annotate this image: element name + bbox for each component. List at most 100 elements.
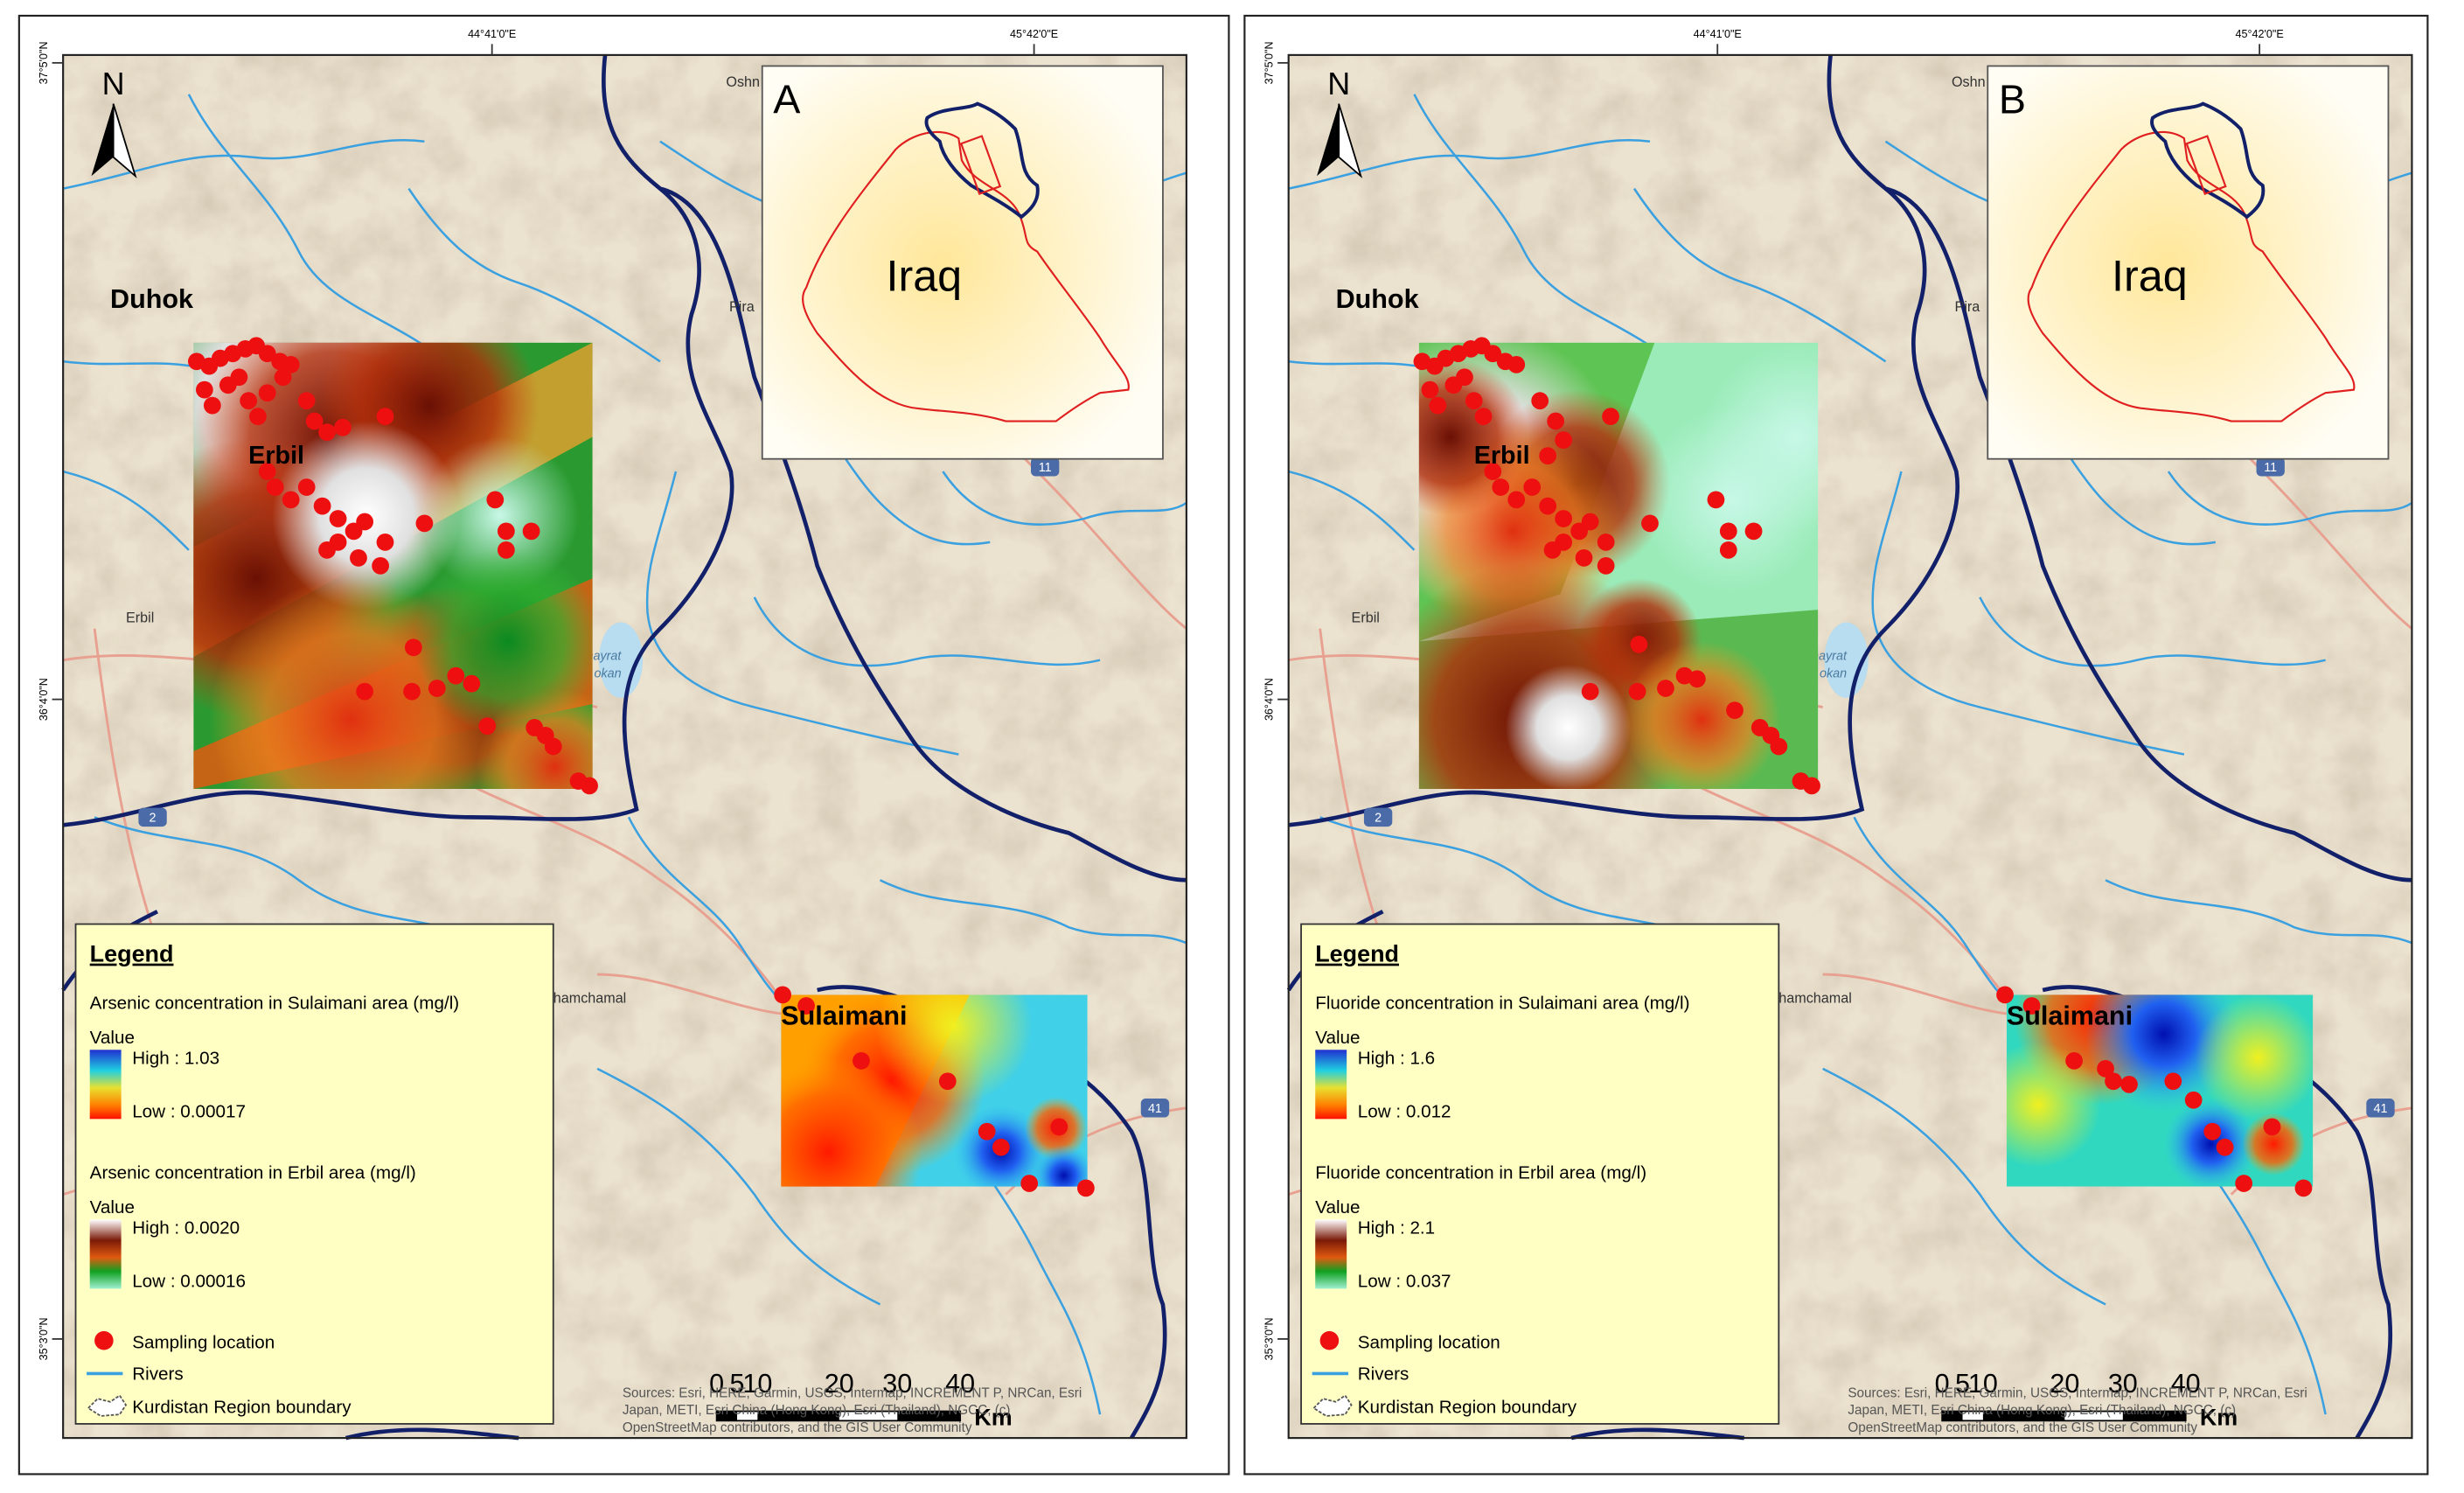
north-label: N — [1327, 66, 1350, 101]
river — [1871, 471, 2185, 756]
legend-box — [74, 923, 554, 1425]
legend-text: Value — [90, 1028, 135, 1048]
sampling-point — [992, 1138, 1010, 1156]
sampling-point — [1429, 396, 1447, 415]
sampling-point — [195, 380, 213, 399]
sampling-point — [334, 418, 352, 436]
legend-symbol — [94, 1330, 114, 1350]
sampling-point — [1539, 497, 1557, 515]
sampling-point — [522, 522, 540, 541]
region-boundary — [1286, 54, 2412, 1441]
legend-text: Low : 0.00017 — [132, 1102, 246, 1122]
sampling-point — [428, 680, 446, 697]
sampling-point — [1597, 534, 1615, 551]
raster-blob — [781, 1057, 922, 1187]
scale-label: 30 — [2108, 1369, 2138, 1399]
sampling-point — [282, 491, 300, 509]
attribution: Sources: Esri, HERE, Garmin, USGS, Inter… — [623, 1385, 1082, 1400]
sampling-point — [1719, 541, 1737, 559]
legend-text: Low : 0.012 — [1358, 1102, 1451, 1122]
legend-text: Kurdistan Region boundary — [1358, 1397, 1577, 1417]
attribution: Japan, METI, Esri China (Hong Kong), Esr… — [1848, 1403, 2236, 1418]
sulaimani-raster — [781, 994, 1088, 1187]
scale-bar-segment — [1982, 1411, 2065, 1421]
sampling-point — [447, 666, 465, 685]
panel-letter: B — [1999, 76, 2026, 122]
road-shield — [1140, 1098, 1170, 1118]
sampling-point — [1465, 392, 1483, 410]
sampling-point — [1543, 541, 1562, 559]
sampling-point — [318, 423, 336, 442]
sampling-point — [356, 513, 374, 531]
sampling-point — [1581, 682, 1599, 701]
river — [1979, 597, 2326, 667]
place-label: hamchamal — [1778, 990, 1852, 1006]
longitude-label: 44°41'0"E — [468, 28, 516, 40]
sampling-point — [2235, 1175, 2253, 1192]
sampling-point — [203, 396, 221, 415]
latitude-label: 37°5'0"N — [1263, 41, 1276, 84]
place-label: Oshn — [1952, 74, 1986, 90]
sampling-point — [1719, 522, 1737, 541]
road — [1319, 628, 1384, 944]
inset-map — [2027, 101, 2356, 422]
iraq-outline — [802, 131, 1130, 422]
legend-text: Sampling location — [132, 1333, 275, 1353]
road-shield — [1363, 807, 1393, 827]
river — [407, 187, 661, 363]
legend-text: Rivers — [132, 1364, 184, 1385]
sampling-point — [2184, 1091, 2203, 1109]
sampling-point — [1630, 635, 1648, 653]
attribution: Sources: Esri, HERE, Garmin, USGS, Inter… — [1848, 1385, 2307, 1400]
sulaimani-raster — [2006, 994, 2314, 1187]
road-shield — [2256, 457, 2285, 477]
legend-title: Legend — [1315, 941, 1399, 967]
place-label: okan — [1820, 666, 1847, 680]
legend-text: Value — [1315, 1028, 1360, 1048]
legend-text: Value — [90, 1197, 135, 1217]
sampling-point — [318, 541, 336, 559]
sampling-point — [1421, 380, 1439, 399]
legend-text: Fluoride concentration in Sulaimani area… — [1315, 994, 1689, 1014]
scale-bar-segment — [897, 1411, 961, 1421]
map-panel: 44°41'0"E 45°42'0"E 37°5'0"N 36°4'0"N 35°3'0… — [1243, 14, 2429, 1476]
legend-text: High : 0.0020 — [132, 1218, 240, 1238]
longitude-label: 45°42'0"E — [2236, 28, 2284, 40]
sampling-point — [2294, 1179, 2313, 1197]
sampling-point — [1507, 491, 1526, 509]
sampling-point — [853, 1051, 870, 1070]
longitude-label: 44°41'0"E — [1694, 28, 1742, 40]
sampling-point — [1456, 368, 1473, 387]
map-border — [1287, 53, 2413, 1440]
place-label: Erbil — [1474, 442, 1530, 470]
study-area — [959, 135, 1002, 196]
legend-text: Value — [1315, 1197, 1360, 1217]
legend-text: Arsenic concentration in Erbil area (mg/… — [90, 1163, 416, 1183]
sampling-point — [350, 548, 367, 567]
sampling-point — [938, 1072, 957, 1091]
sampling-point — [978, 1122, 996, 1141]
place-label: Pira — [1955, 299, 1980, 315]
sampling-point — [1641, 514, 1659, 533]
raster-blob — [413, 547, 593, 736]
river — [645, 471, 959, 756]
legend-text: High : 1.03 — [132, 1048, 219, 1068]
sampling-point — [1484, 463, 1502, 480]
road-shield — [1031, 457, 1060, 477]
raster-blob — [2163, 1097, 2259, 1187]
road — [1822, 973, 2008, 1015]
legend-text: Rivers — [1358, 1364, 1409, 1385]
river — [2105, 879, 2412, 945]
sampling-point — [1077, 1179, 1095, 1197]
sampling-point — [1597, 556, 1615, 575]
sampling-point — [240, 392, 258, 410]
legend-text: Arsenic concentration in Sulaimani area … — [90, 994, 460, 1014]
sampling-point — [376, 408, 394, 426]
longitude-label: 45°42'0"E — [1010, 28, 1058, 40]
legend-text: Kurdistan Region boundary — [132, 1397, 352, 1417]
sampling-point — [1628, 682, 1646, 701]
river — [1413, 94, 1651, 347]
sampling-point — [2022, 997, 2041, 1015]
place-label: Erbil — [1352, 610, 1380, 626]
scale-bar-segment — [2122, 1411, 2186, 1421]
